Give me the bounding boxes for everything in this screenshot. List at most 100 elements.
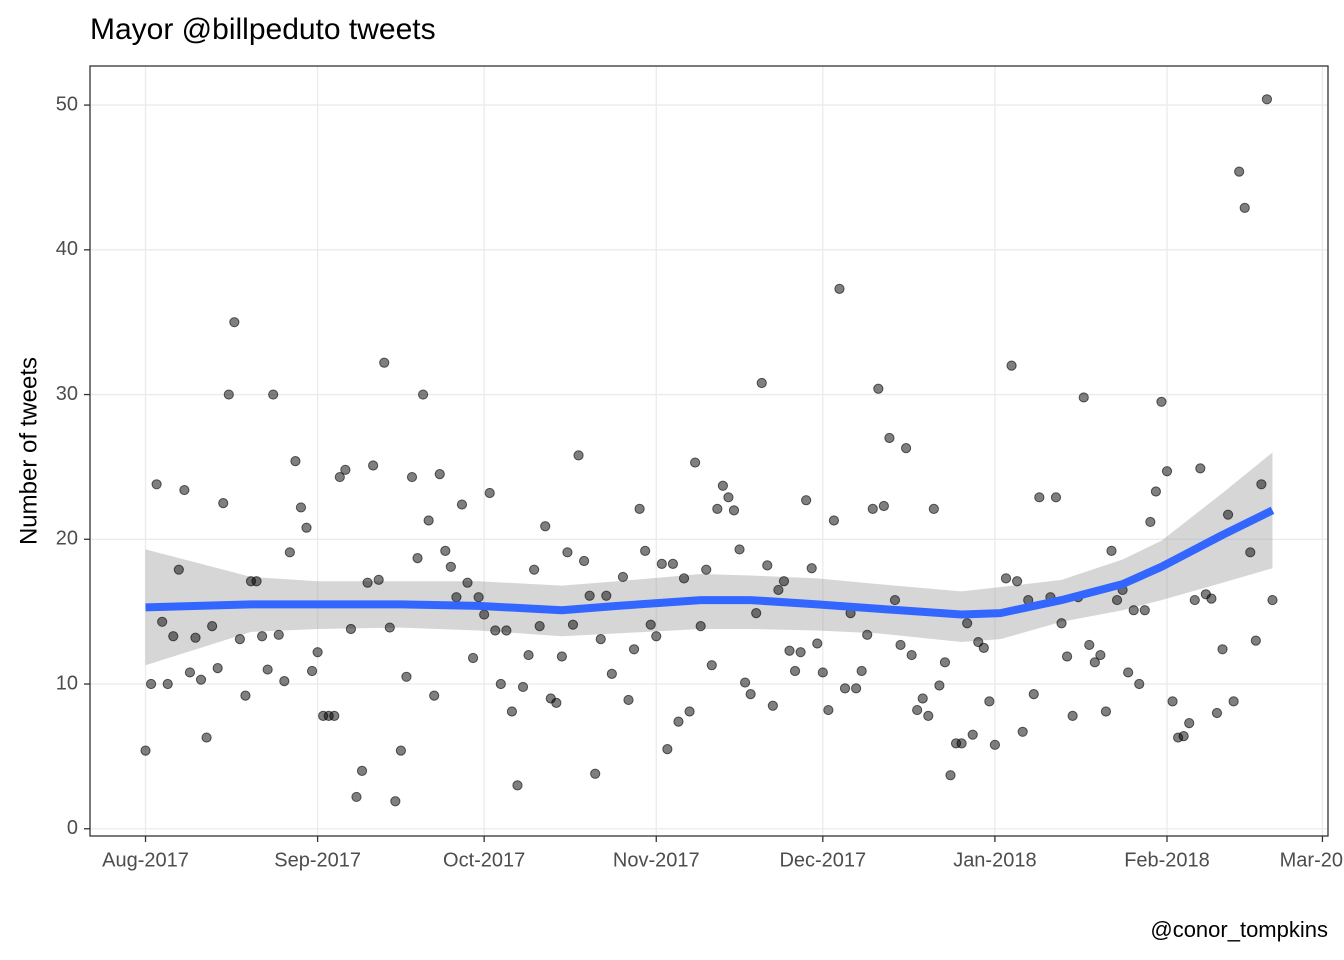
x-tick-label: Feb-2018	[1124, 849, 1210, 871]
point	[1089, 657, 1100, 668]
point	[1128, 605, 1139, 616]
x-tick-label: Dec-2017	[779, 849, 866, 871]
point	[179, 484, 190, 496]
point	[1267, 594, 1278, 606]
point	[207, 621, 218, 632]
x-tick-label: Jan-2018	[953, 849, 1036, 871]
x-tick-label: Aug-2017	[102, 849, 189, 871]
grid	[90, 66, 1328, 836]
y-tick-label: 10	[56, 672, 78, 694]
point	[195, 674, 207, 685]
point	[201, 732, 212, 743]
point	[767, 700, 778, 711]
point	[301, 522, 312, 533]
point	[467, 652, 479, 664]
point	[578, 555, 590, 567]
axes: 0 10 20 30 40 50 Aug-2017 Sep-2017 Oct-2017 Nov-2…	[56, 93, 1344, 871]
point	[928, 503, 939, 514]
point	[662, 744, 673, 755]
point	[1256, 479, 1267, 490]
point	[917, 693, 928, 704]
point	[756, 377, 767, 389]
point	[745, 689, 756, 700]
point	[473, 592, 484, 603]
point	[240, 690, 251, 701]
smooth-line	[145, 506, 1275, 619]
point	[1012, 576, 1023, 587]
point	[417, 389, 429, 400]
point	[728, 505, 740, 516]
x-tick-label: Mar-2018	[1280, 849, 1344, 871]
point	[306, 665, 318, 677]
point	[512, 780, 523, 791]
point	[445, 561, 456, 572]
point	[673, 716, 684, 727]
point	[656, 558, 667, 569]
point	[329, 710, 340, 721]
point	[1167, 696, 1178, 707]
marks	[140, 94, 1278, 807]
point	[1245, 547, 1256, 558]
point	[1078, 392, 1089, 403]
point	[556, 651, 567, 662]
point	[667, 558, 679, 569]
point	[479, 609, 490, 620]
point	[984, 696, 995, 707]
point	[867, 503, 878, 514]
point	[440, 545, 451, 556]
point	[967, 729, 978, 740]
point	[401, 671, 412, 682]
point	[851, 683, 862, 694]
point	[506, 706, 518, 717]
point	[939, 657, 951, 668]
point	[989, 739, 1001, 750]
point	[701, 564, 712, 575]
point	[495, 678, 506, 690]
point	[773, 584, 784, 596]
point	[456, 499, 468, 510]
point	[501, 625, 512, 636]
point	[1084, 639, 1095, 651]
point	[617, 571, 629, 583]
point	[234, 634, 245, 645]
point	[1106, 545, 1117, 556]
point	[1017, 726, 1028, 737]
point	[834, 283, 845, 294]
point	[1034, 492, 1045, 503]
point	[1061, 651, 1073, 662]
point	[978, 642, 989, 653]
point	[162, 678, 173, 690]
point	[706, 660, 717, 671]
point	[529, 564, 540, 575]
point	[373, 574, 384, 585]
point	[290, 456, 301, 467]
point	[812, 638, 823, 649]
y-tick-label: 50	[56, 93, 78, 115]
point	[1234, 166, 1245, 177]
point	[695, 621, 706, 632]
point	[284, 547, 295, 558]
point	[634, 503, 645, 514]
point	[678, 573, 690, 584]
point	[1195, 463, 1206, 474]
caption: @conor_tompkins	[1150, 917, 1328, 942]
point	[551, 697, 562, 708]
point	[856, 665, 867, 677]
point	[295, 502, 307, 513]
point	[1161, 466, 1173, 477]
panel-border	[89, 65, 1329, 837]
y-tick-label: 0	[67, 817, 78, 839]
point	[1228, 696, 1239, 707]
point	[190, 632, 201, 643]
point	[423, 515, 434, 526]
point	[645, 619, 656, 630]
point	[184, 667, 196, 678]
point	[1156, 396, 1167, 407]
point	[1028, 689, 1039, 700]
point	[1006, 360, 1017, 371]
point	[823, 704, 834, 716]
point	[362, 577, 373, 588]
point	[173, 564, 184, 575]
y-axis-label: Number of tweets	[15, 357, 42, 545]
